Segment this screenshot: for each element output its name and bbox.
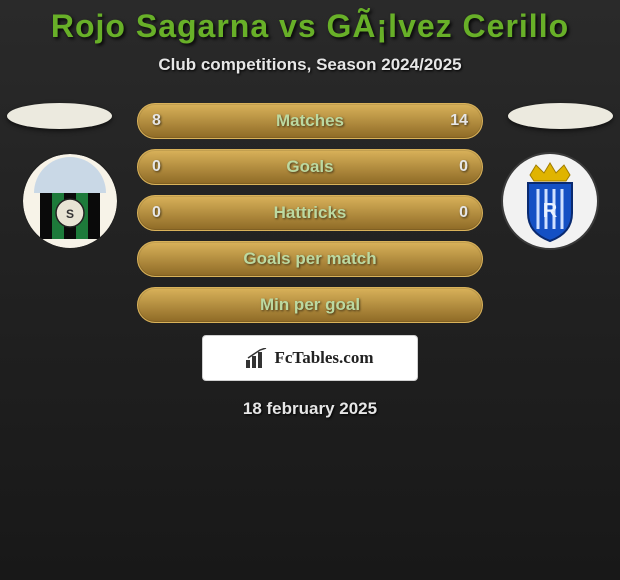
team-badge-right: R — [500, 151, 600, 251]
player-ellipse-right — [508, 103, 613, 129]
team-badge-left: S — [20, 151, 120, 251]
stat-rows: 8Matches14 0Goals0 0Hattricks0 Goals per ma… — [137, 103, 483, 323]
stat-row: Goals per match — [137, 241, 483, 277]
stat-label: Goals per match — [138, 249, 482, 269]
date-text: 18 february 2025 — [0, 399, 620, 419]
branding-text: FcTables.com — [274, 348, 373, 368]
stat-label: Min per goal — [138, 295, 482, 315]
stat-row: Min per goal — [137, 287, 483, 323]
stat-row: 0Goals0 — [137, 149, 483, 185]
svg-text:S: S — [66, 207, 74, 221]
stat-row: 0Hattricks0 — [137, 195, 483, 231]
stat-row: 8Matches14 — [137, 103, 483, 139]
svg-text:R: R — [543, 200, 558, 222]
subtitle: Club competitions, Season 2024/2025 — [0, 55, 620, 75]
page-title: Rojo Sagarna vs GÃ¡lvez Cerillo — [0, 8, 620, 45]
player-ellipse-left — [7, 103, 112, 129]
stat-label: Hattricks — [138, 203, 482, 223]
branding-icon — [246, 348, 268, 368]
branding-box: FcTables.com — [202, 335, 418, 381]
stat-label: Goals — [138, 157, 482, 177]
stat-label: Matches — [138, 111, 482, 131]
comparison-area: S R 8Matches14 0Goals0 0Hattricks0 Goals pe… — [0, 103, 620, 419]
